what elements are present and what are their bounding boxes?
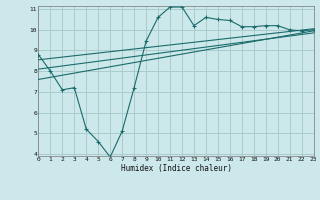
X-axis label: Humidex (Indice chaleur): Humidex (Indice chaleur) [121,164,231,173]
